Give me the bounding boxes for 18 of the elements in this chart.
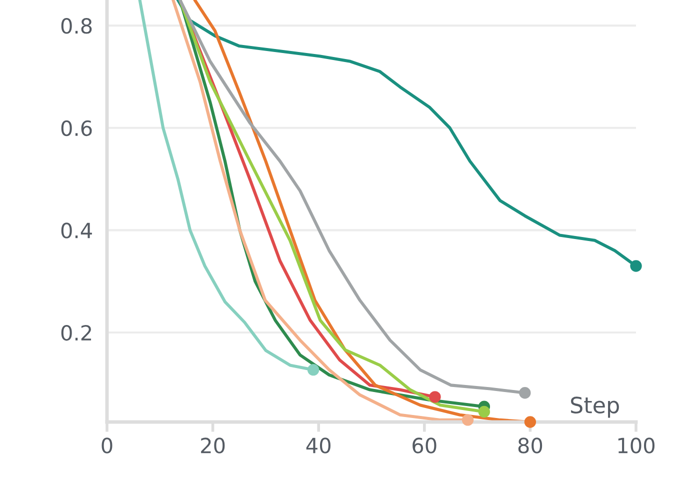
point xyxy=(478,406,490,418)
y-tick-label: 0.2 xyxy=(61,324,92,341)
point xyxy=(519,387,531,399)
y-tick-label: 0.4 xyxy=(61,222,92,238)
point xyxy=(524,416,536,428)
x-tick-label: 100 xyxy=(618,438,654,454)
x-tick-label: 0 xyxy=(102,438,112,454)
x-tick-label: 40 xyxy=(306,438,330,454)
point xyxy=(429,391,441,403)
y-tick-label: 0.6 xyxy=(61,120,92,136)
x-tick-label: 60 xyxy=(412,438,436,454)
point xyxy=(307,364,320,376)
point xyxy=(462,414,474,426)
x-axis-title: Step xyxy=(570,396,619,418)
x-tick-label: 80 xyxy=(518,438,542,454)
y-tick-label: 0.8 xyxy=(61,18,92,34)
point xyxy=(630,260,642,272)
x-tick-label: 20 xyxy=(201,438,225,454)
